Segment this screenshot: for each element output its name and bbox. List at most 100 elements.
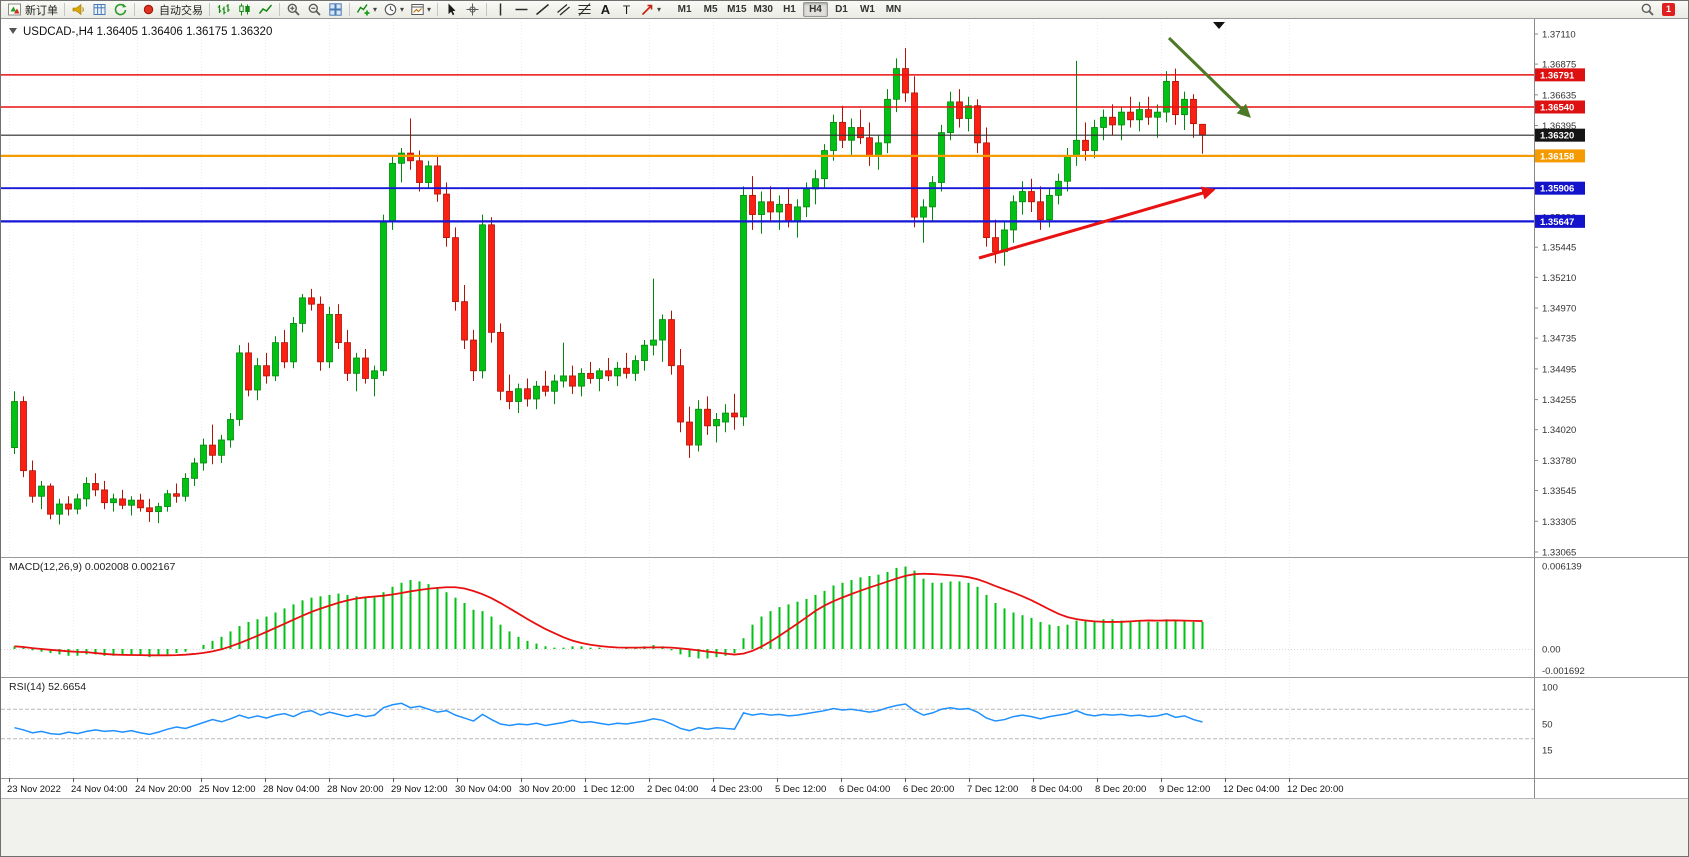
- rsi-header: RSI(14) 52.6654: [9, 681, 86, 693]
- chevron-down-icon: ▾: [400, 5, 405, 14]
- svg-text:1.35647: 1.35647: [1540, 217, 1574, 228]
- line-chart-icon: [258, 2, 273, 17]
- rsi-indicator-panel[interactable]: 100 50 15 RSI(14) 52.6654: [1, 677, 1689, 778]
- timeframe-button-m5[interactable]: M5: [698, 2, 723, 17]
- market-watch-icon: [92, 2, 107, 17]
- price-axis-label: 1.35210: [1542, 273, 1576, 284]
- arrows-tool-button[interactable]: ▾: [637, 2, 664, 18]
- refresh-icon: [113, 2, 128, 17]
- tile-windows-icon: [328, 2, 343, 17]
- svg-text:1.36791: 1.36791: [1540, 70, 1575, 81]
- toolbar-separator: [64, 3, 65, 16]
- templates-menu-button[interactable]: ▾: [407, 2, 434, 18]
- bar-chart-button[interactable]: [213, 2, 234, 18]
- price-axis-label: 1.36395: [1542, 121, 1576, 132]
- bottom-margin: [1, 798, 1688, 856]
- autotrading-label: 自动交易: [159, 4, 203, 17]
- crosshair-tool-button[interactable]: [462, 2, 483, 18]
- price-axis-label: 1.34020: [1542, 425, 1576, 436]
- line-chart-button[interactable]: [255, 2, 276, 18]
- channel-tool-button[interactable]: [553, 2, 574, 18]
- price-axis-label: 1.34495: [1542, 364, 1576, 375]
- timeframe-button-d1[interactable]: D1: [829, 2, 854, 17]
- vertical-line-icon: [493, 2, 508, 17]
- rsi-axis-label: 50: [1542, 720, 1553, 731]
- candlestick-chart-button[interactable]: [234, 2, 255, 18]
- toolbar-separator: [349, 3, 350, 16]
- candlestick-chart-icon: [237, 2, 252, 17]
- timeframe-button-mn[interactable]: MN: [881, 2, 906, 17]
- price-tag-1.36320: [1535, 128, 1585, 142]
- toolbar-separator: [279, 3, 280, 16]
- timeframe-toolbar: M1 M5 M15 M30 H1 H4 D1 W1 MN: [672, 2, 906, 17]
- timeframe-button-m1[interactable]: M1: [672, 2, 697, 17]
- chart-window: 1.371101.368751.366351.363951.361551.359…: [1, 19, 1689, 798]
- text-tool-button[interactable]: A: [595, 2, 616, 18]
- chart-shift-marker-icon: [1213, 22, 1225, 29]
- horizontal-line-tool-button[interactable]: [511, 2, 532, 18]
- zoom-in-button[interactable]: [283, 2, 304, 18]
- timeframe-button-w1[interactable]: W1: [855, 2, 880, 17]
- refresh-button[interactable]: [110, 2, 131, 18]
- time-axis-label: 9 Dec 12:00: [1159, 784, 1210, 795]
- price-tag-1.35647: [1535, 214, 1585, 228]
- autotrading-status-icon: [141, 2, 156, 17]
- svg-text:T: T: [623, 3, 631, 17]
- timeframe-button-m30[interactable]: M30: [751, 2, 776, 17]
- price-axis-label: 1.37110: [1542, 30, 1576, 41]
- macd-axis-label: -0.001692: [1542, 666, 1585, 677]
- symbol-marker-icon: [9, 28, 17, 34]
- timeframe-button-m15[interactable]: M15: [724, 2, 749, 17]
- periods-menu-button[interactable]: ▾: [380, 2, 407, 18]
- zoom-in-icon: [286, 2, 301, 17]
- timeframe-button-h4[interactable]: H4: [802, 2, 828, 17]
- macd-axis-label: 0.00: [1542, 645, 1561, 656]
- zoom-out-icon: [307, 2, 322, 17]
- zoom-out-button[interactable]: [304, 2, 325, 18]
- macd-signal-line: [14, 572, 1203, 657]
- time-axis-label: 8 Dec 04:00: [1031, 784, 1082, 795]
- fibonacci-icon: [577, 2, 592, 17]
- alerts-icon: [71, 2, 86, 17]
- price-tag-1.36158: [1535, 149, 1585, 163]
- notification-badge[interactable]: 1: [1662, 3, 1675, 16]
- market-watch-button[interactable]: [89, 2, 110, 18]
- tile-windows-button[interactable]: [325, 2, 346, 18]
- price-tag-1.36791: [1535, 68, 1585, 82]
- time-axis-label: 28 Nov 04:00: [263, 784, 320, 795]
- time-axis-label: 8 Dec 20:00: [1095, 784, 1146, 795]
- equidistant-channel-icon: [556, 2, 571, 17]
- price-chart[interactable]: 1.371101.368751.366351.363951.361551.359…: [1, 19, 1689, 557]
- search-button[interactable]: [1637, 2, 1658, 18]
- autotrading-button[interactable]: 自动交易: [138, 2, 206, 18]
- svg-text:A: A: [601, 2, 611, 17]
- time-axis-label: 24 Nov 20:00: [135, 784, 192, 795]
- fibonacci-tool-button[interactable]: [574, 2, 595, 18]
- trendline-tool-button[interactable]: [532, 2, 553, 18]
- svg-text:1.36320: 1.36320: [1540, 131, 1574, 142]
- timeframe-button-h1[interactable]: H1: [777, 2, 802, 17]
- vertical-line-tool-button[interactable]: [490, 2, 511, 18]
- time-axis-label: 30 Nov 20:00: [519, 784, 576, 795]
- new-order-icon: [7, 2, 22, 17]
- arrow-tool-icon: [640, 2, 655, 17]
- price-axis-label: 1.36875: [1542, 60, 1576, 71]
- alerts-button[interactable]: [68, 2, 89, 18]
- price-axis-label: 1.35445: [1542, 243, 1576, 254]
- time-axis-label: 29 Nov 12:00: [391, 784, 448, 795]
- indicators-menu-button[interactable]: ▾: [353, 2, 380, 18]
- svg-text:1.35906: 1.35906: [1540, 184, 1574, 195]
- new-order-button[interactable]: 新订单: [4, 2, 61, 18]
- search-icon: [1640, 2, 1655, 17]
- text-tool-icon: A: [598, 2, 613, 17]
- time-axis-label: 6 Dec 20:00: [903, 784, 954, 795]
- cursor-tool-button[interactable]: [441, 2, 462, 18]
- label-tool-button[interactable]: T: [616, 2, 637, 18]
- time-axis[interactable]: 23 Nov 2022 24 Nov 04:00 24 Nov 20:00 25 No…: [1, 778, 1689, 798]
- macd-indicator-panel[interactable]: 0.006139 0.00 -0.001692 MACD(12,26,9) 0.002…: [1, 557, 1689, 677]
- time-axis-label: 7 Dec 12:00: [967, 784, 1018, 795]
- time-axis-label: 5 Dec 12:00: [775, 784, 826, 795]
- time-axis-label: 1 Dec 12:00: [583, 784, 634, 795]
- cursor-icon: [444, 2, 459, 17]
